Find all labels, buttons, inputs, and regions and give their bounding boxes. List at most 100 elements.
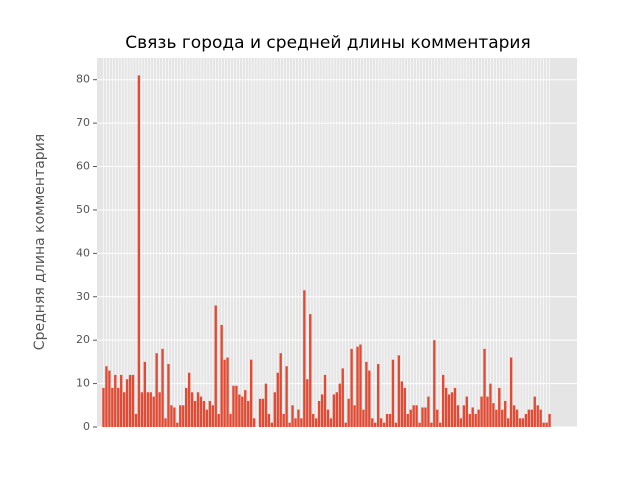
bar: [270, 422, 274, 427]
bar: [453, 387, 457, 427]
bar: [288, 422, 291, 427]
bar: [220, 324, 223, 427]
bar: [187, 372, 191, 427]
bar: [471, 407, 474, 427]
y-tick-label: 80: [76, 73, 90, 86]
bar: [548, 413, 551, 427]
bar: [264, 383, 268, 427]
bar: [509, 357, 513, 427]
bar: [403, 387, 406, 427]
bar: [108, 370, 111, 427]
bar: [235, 385, 238, 427]
bar: [542, 422, 545, 427]
bar: [524, 413, 528, 427]
bar: [303, 290, 306, 427]
y-axis-label: Средняя длина комментария: [32, 134, 48, 350]
bar: [391, 359, 395, 427]
bar: [415, 405, 418, 427]
bar: [199, 396, 203, 427]
bar: [374, 422, 377, 427]
y-tick-label: 10: [76, 377, 90, 390]
bar: [179, 405, 182, 427]
bar: [436, 409, 439, 427]
bar: [459, 418, 463, 427]
bar: [498, 387, 501, 427]
bar: [291, 405, 294, 427]
bar: [158, 392, 161, 427]
bar: [533, 396, 536, 427]
bar: [512, 405, 516, 427]
bar: [185, 387, 188, 427]
bar: [176, 422, 179, 427]
chart-title: Связь города и средней длины комментария: [125, 33, 530, 53]
bar: [306, 379, 309, 427]
bar: [223, 359, 226, 427]
bar: [320, 394, 324, 427]
bar: [202, 400, 206, 427]
bar: [430, 422, 433, 427]
bar: [530, 409, 533, 427]
bar: [400, 381, 404, 427]
bar: [323, 374, 327, 427]
bar: [205, 409, 209, 427]
bar: [276, 372, 279, 427]
bar: [545, 422, 548, 427]
bar: [164, 418, 167, 427]
bar: [480, 396, 483, 427]
bar: [279, 353, 282, 427]
bar: [329, 418, 333, 427]
bar: [462, 405, 466, 427]
bar: [193, 400, 197, 427]
bar: [424, 407, 427, 427]
bar: [152, 396, 155, 427]
bar: [338, 383, 341, 427]
bar: [143, 361, 147, 427]
bar: [300, 418, 303, 427]
bar: [371, 418, 374, 427]
bar: [332, 394, 336, 427]
bar: [190, 392, 194, 427]
bar: [137, 75, 141, 427]
bar: [450, 392, 454, 427]
bar: [362, 409, 365, 427]
bar: [196, 392, 200, 427]
bar: [477, 409, 480, 427]
bar: [111, 387, 114, 427]
bar: [441, 374, 445, 427]
y-tick-label: 30: [76, 290, 90, 303]
y-tick-label: 70: [76, 116, 90, 129]
bar: [356, 346, 359, 427]
y-tick-label: 40: [76, 246, 90, 259]
bar: [294, 418, 297, 427]
bar: [128, 374, 132, 427]
bar: [326, 409, 330, 427]
bar: [492, 403, 495, 427]
bar: [365, 361, 368, 427]
bar: [261, 398, 265, 427]
bar: [297, 409, 300, 427]
bar: [444, 387, 448, 427]
bar: [388, 413, 392, 427]
bar: [447, 394, 451, 427]
bar: [504, 400, 507, 427]
bar: [247, 400, 250, 427]
bar: [232, 385, 235, 427]
bar: [409, 409, 412, 427]
y-tick-label: 0: [83, 420, 90, 433]
bar: [385, 413, 389, 427]
bar: [273, 392, 276, 427]
bar: [105, 366, 108, 427]
bar: [439, 422, 442, 427]
bar: [539, 409, 542, 427]
bar: [483, 348, 486, 427]
bar: [377, 364, 380, 427]
bar: [527, 409, 531, 427]
bar: [170, 405, 173, 427]
bar: [421, 407, 424, 427]
bar: [244, 390, 247, 427]
bar: [149, 392, 152, 427]
bar: [406, 413, 409, 427]
bar: [465, 396, 468, 427]
bar: [102, 387, 105, 427]
